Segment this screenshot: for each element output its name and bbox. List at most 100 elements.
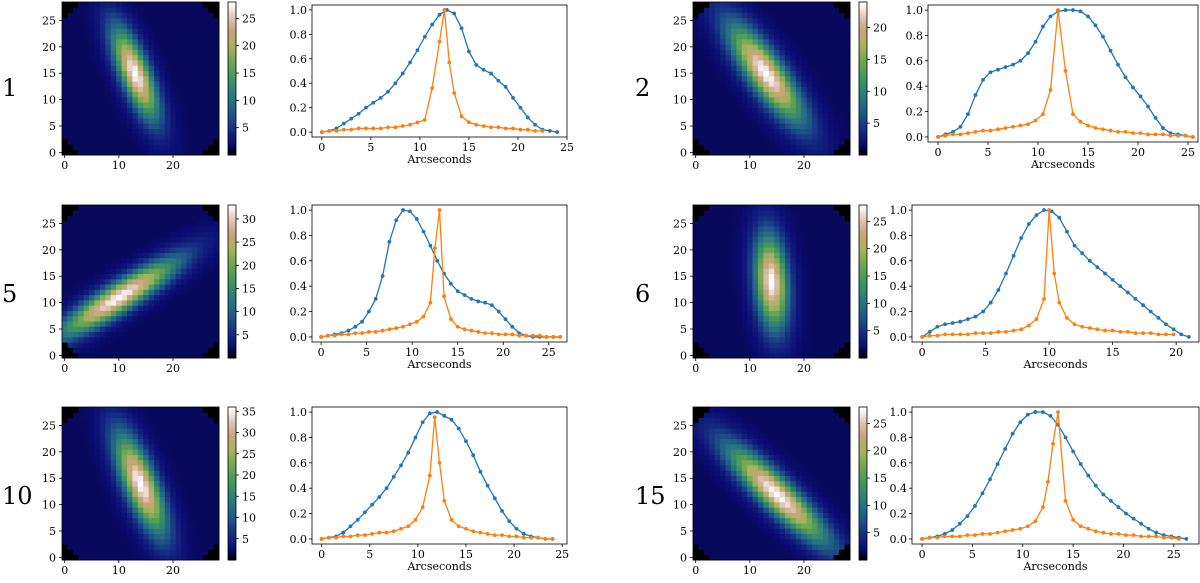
heatmap-pixel: [844, 215, 851, 222]
orange-series-point: [387, 327, 392, 332]
blue-series-point: [1041, 24, 1045, 29]
heatmap-pixel: [121, 465, 128, 471]
heatmap-pixel: [833, 310, 840, 317]
heatmap-pixel: [181, 49, 187, 56]
heatmap-pixel: [137, 549, 144, 556]
heatmap-pixel: [698, 118, 705, 124]
heatmap-pixel: [812, 347, 818, 354]
heatmap-pixel: [154, 7, 160, 13]
heatmap-pixel: [785, 17, 791, 24]
heatmap-pixel: [94, 454, 101, 461]
colorbar-segment: [859, 250, 867, 254]
heatmap-pixel: [208, 220, 214, 227]
heatmap-pixel: [83, 118, 90, 124]
heatmap-pixel: [698, 49, 705, 56]
heatmap-pixel: [747, 226, 753, 232]
heatmap-pixel: [714, 65, 721, 71]
heatmap-pixel: [175, 128, 182, 135]
heatmap-pixel: [148, 491, 155, 498]
orange-series-point: [1057, 300, 1062, 305]
heatmap-pixel: [164, 7, 171, 13]
heatmap-pixel: [181, 86, 187, 93]
heatmap-pixel: [78, 241, 85, 248]
heatmap-pixel: [714, 7, 721, 13]
heatmap-pixel: [785, 342, 791, 348]
heatmap-pixel: [110, 407, 117, 413]
heatmap-pixel: [175, 352, 182, 359]
heatmap-pixel: [208, 342, 214, 348]
heatmap-pixel: [763, 144, 770, 151]
heatmap-pixel: [213, 347, 220, 354]
heatmap-pixel: [768, 241, 775, 248]
heatmap-pixel: [116, 236, 122, 243]
heatmap-pixel: [78, 326, 85, 333]
heatmap-pixel: [72, 144, 79, 151]
heatmap-pixel: [795, 86, 802, 93]
heatmap-pixel: [89, 315, 95, 322]
heatmap-pixel: [844, 33, 851, 40]
heatmap-pixel: [768, 294, 775, 301]
heatmap-pixel: [698, 133, 705, 140]
heatmap-pixel: [774, 86, 781, 93]
heatmap-pixel: [121, 247, 128, 253]
orange-series-point: [349, 127, 354, 132]
heatmap-pixel: [181, 284, 187, 290]
heatmap-pixel: [844, 352, 851, 359]
heatmap-pixel: [839, 102, 845, 108]
heatmap-pixel: [89, 38, 95, 45]
heatmap-pixel: [154, 220, 160, 227]
heatmap-pixel: [709, 7, 716, 13]
colorbar-tick-label: 15: [242, 282, 256, 295]
heatmap-pixel: [191, 226, 198, 232]
heatmap-pixel: [822, 331, 829, 338]
profile-ytick-label: 0.6: [906, 55, 924, 68]
colorbar-segment: [228, 124, 236, 128]
heatmap-pixel: [72, 289, 79, 296]
heatmap-pixel: [741, 310, 748, 317]
heatmap-pixel: [763, 241, 770, 248]
heatmap-pixel: [78, 220, 85, 227]
heatmap-pixel: [828, 107, 835, 114]
heatmap-pixel: [186, 326, 193, 333]
heatmap-pixel: [774, 241, 781, 248]
heatmap-pixel: [752, 60, 759, 66]
heatmap-pixel: [197, 96, 204, 103]
heatmap-pixel: [186, 321, 193, 327]
heatmap-pixel: [116, 544, 122, 550]
heatmap-pixel: [105, 231, 112, 238]
heatmap-pixel: [730, 294, 737, 301]
orange-series-point: [936, 135, 940, 139]
heatmap-pixel: [747, 17, 753, 24]
heatmap-pixel: [812, 220, 818, 227]
heatmap-pixel: [110, 220, 117, 227]
colorbar-segment: [859, 65, 867, 69]
heatmap-pixel: [116, 449, 122, 455]
orange-series-point: [400, 124, 405, 128]
heatmap-pixel: [703, 60, 710, 66]
heatmap-pixel: [78, 284, 85, 290]
heatmap-pixel: [121, 205, 128, 211]
heatmap-pixel: [208, 44, 214, 50]
heatmap-pixel: [806, 112, 813, 119]
orange-series-point: [996, 127, 1000, 132]
heatmap-pixel: [812, 210, 818, 216]
heatmap-pixel: [839, 7, 845, 13]
heatmap-pixel: [191, 544, 198, 550]
heatmap-pixel: [208, 17, 214, 24]
blue-series-point: [415, 48, 420, 53]
heatmap-pixel: [714, 28, 721, 35]
heatmap-pixel: [709, 81, 716, 87]
blue-series-point: [988, 300, 993, 305]
heatmap-pixel: [747, 75, 753, 82]
orange-series-point: [1086, 123, 1090, 128]
colorbar-segment: [859, 134, 867, 138]
heatmap-pixel: [121, 220, 128, 227]
heatmap-pixel: [164, 91, 171, 98]
colorbar: [228, 407, 236, 561]
heatmap-pixel: [67, 533, 74, 540]
heatmap-pixel: [720, 17, 726, 24]
heatmap-pixel: [725, 289, 732, 296]
heatmap-pixel: [801, 342, 808, 348]
colorbar: [228, 205, 236, 359]
heatmap-pixel: [83, 144, 90, 151]
